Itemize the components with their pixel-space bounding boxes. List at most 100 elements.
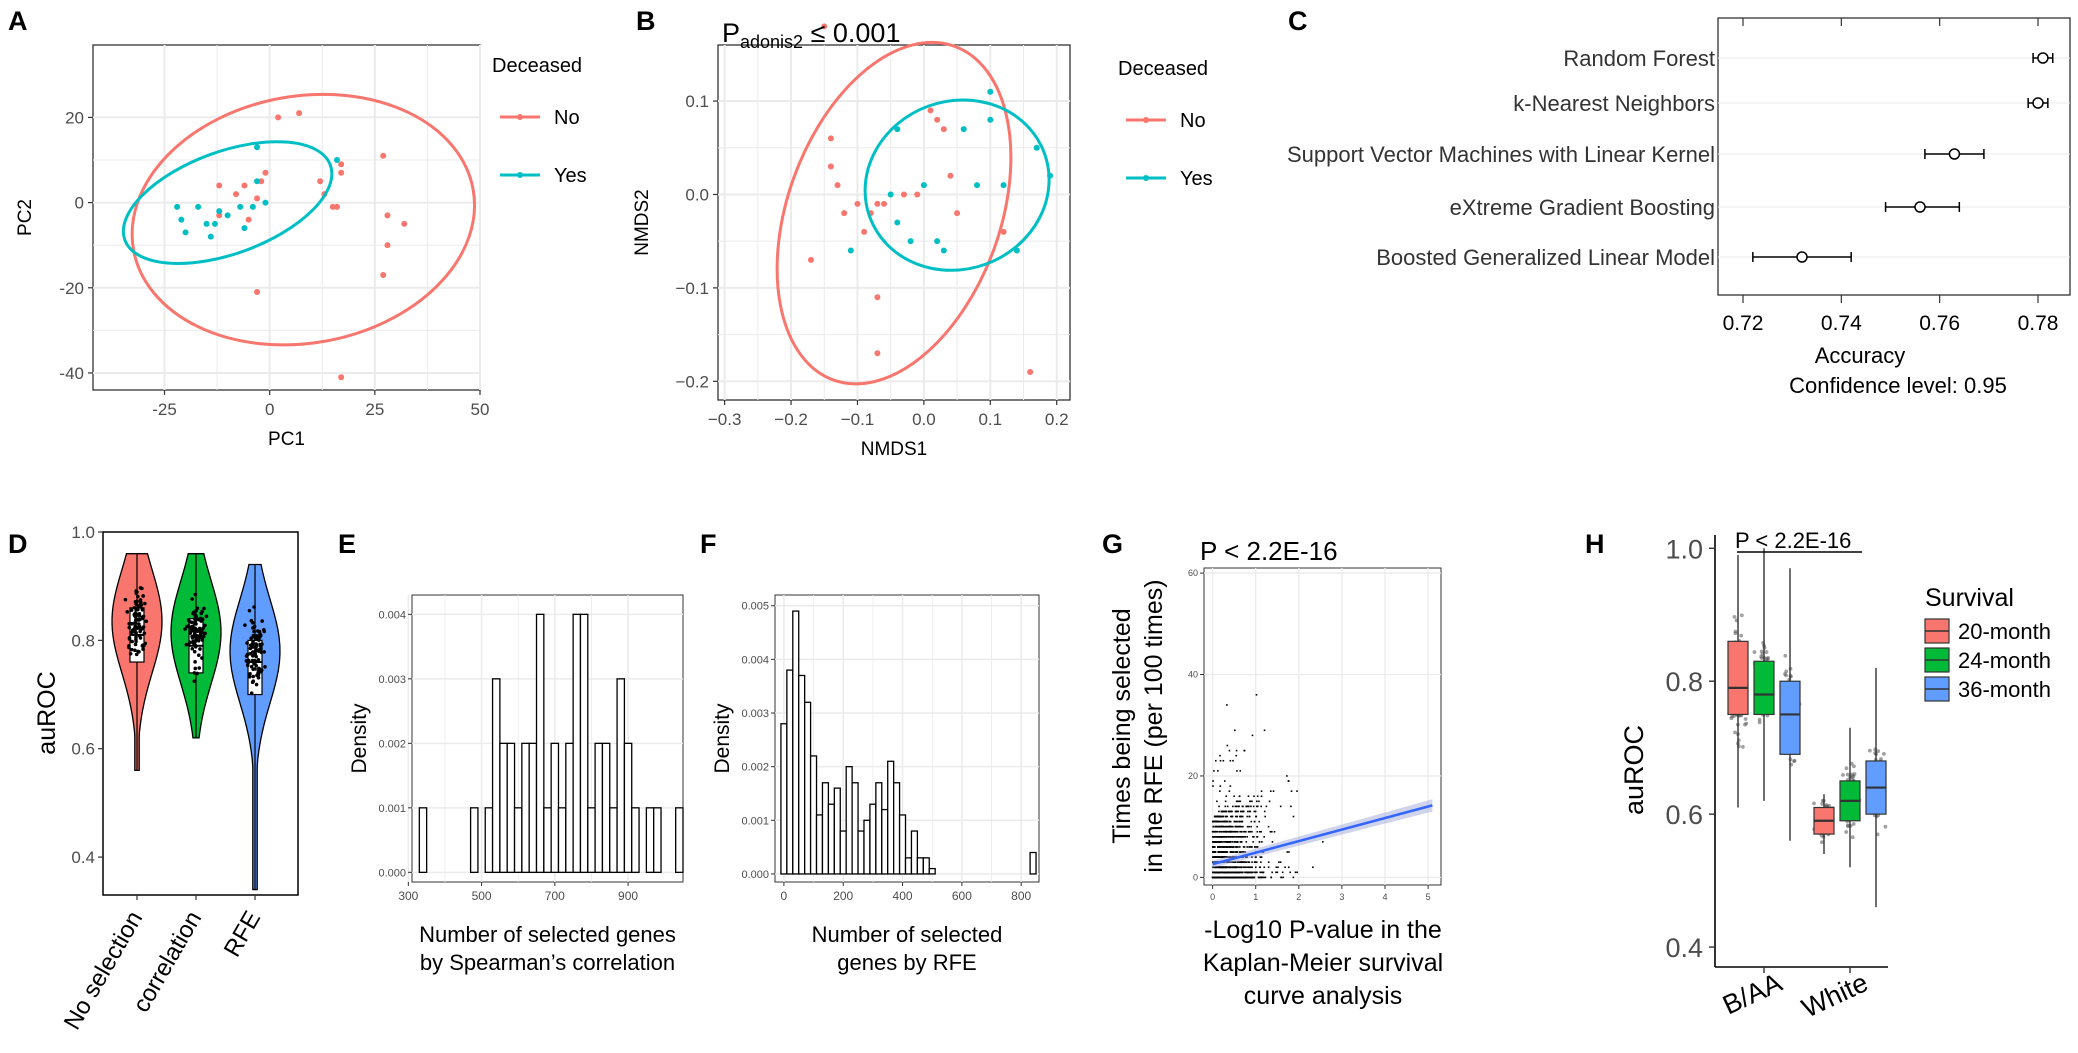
data-point [1241, 861, 1243, 863]
data-point [1224, 825, 1226, 828]
data-point [1230, 841, 1232, 843]
histogram-bar [499, 742, 508, 873]
jitter-point [202, 606, 206, 611]
data-point [1219, 790, 1221, 792]
data-point-no [807, 256, 814, 263]
confidence-ellipse-no [775, 40, 1013, 386]
jitter-point [194, 614, 198, 618]
data-point [1226, 704, 1228, 706]
jitter-point [254, 648, 258, 652]
data-point [1214, 759, 1217, 762]
accuracy-estimate-point [1948, 148, 1961, 160]
jitter-point [251, 640, 255, 644]
jitter-point [245, 663, 250, 668]
data-point-yes [216, 208, 223, 215]
jitter-point [139, 600, 143, 605]
data-point-yes [974, 182, 981, 189]
data-point-no [827, 163, 834, 170]
jitter-point [1819, 840, 1824, 845]
data-point-no [317, 178, 324, 185]
accuracy-estimate-point [2032, 97, 2044, 109]
histogram-bar [594, 742, 604, 873]
jitter-point [254, 663, 259, 668]
data-point [1211, 830, 1214, 833]
jitter-point [243, 623, 247, 627]
data-point [1236, 820, 1238, 823]
adonis-p-value-title: Padonis2 ≤ 0.001 [722, 18, 900, 52]
y-tick-label: 0.0 [685, 185, 709, 204]
data-point [1260, 871, 1263, 874]
y-axis-title: auROC [33, 671, 61, 754]
data-point [1226, 830, 1229, 833]
data-point [1231, 846, 1233, 848]
data-point [1220, 815, 1223, 818]
panel-label-H: H [1585, 529, 1605, 559]
data-point [1286, 851, 1289, 853]
histogram-bar [857, 830, 865, 875]
data-point [1260, 790, 1263, 792]
data-point [1248, 846, 1250, 848]
box-iqr-36-month [1779, 680, 1801, 755]
data-point [1239, 810, 1242, 813]
data-point [1235, 876, 1238, 879]
x-tick-label: -25 [152, 400, 177, 419]
y-tick-label: 1.0 [71, 523, 95, 542]
data-point-no [329, 203, 336, 210]
data-point [1228, 841, 1231, 843]
jitter-point [1883, 824, 1888, 829]
y-tick-label: 0.000 [741, 869, 769, 881]
data-point-yes [237, 203, 244, 210]
jitter-point [135, 618, 139, 622]
jitter-point [1764, 656, 1769, 661]
data-point [1233, 876, 1236, 879]
data-point [1233, 795, 1235, 798]
data-point [1222, 856, 1225, 858]
jitter-point [1820, 801, 1825, 806]
data-point [1215, 825, 1218, 828]
data-point [1239, 825, 1242, 828]
data-point [1232, 830, 1235, 833]
data-point [1243, 830, 1245, 833]
y-tick-label: 0.6 [1665, 800, 1703, 830]
data-point [1250, 820, 1253, 823]
y-tick-label: 20 [65, 108, 84, 127]
plot-area [717, 44, 1071, 401]
data-point-yes [894, 219, 901, 226]
data-point [1279, 861, 1282, 863]
legend-label: 36-month [1958, 677, 2051, 702]
y-axis-title: NMDS2 [632, 189, 653, 256]
data-point [1221, 846, 1224, 848]
data-point [1262, 871, 1264, 874]
data-point [1221, 876, 1224, 879]
data-point [1227, 841, 1229, 843]
data-point [1263, 876, 1266, 879]
jitter-point [256, 657, 261, 662]
data-point [1228, 830, 1230, 833]
histogram-bar [543, 807, 552, 873]
y-axis-title: Density [711, 703, 734, 774]
jitter-point [140, 615, 145, 620]
data-point [1234, 810, 1237, 813]
data-point-no [338, 374, 345, 381]
data-point [1251, 800, 1253, 803]
jitter-point [140, 586, 144, 591]
data-point [1244, 830, 1246, 833]
model-label: eXtreme Gradient Boosting [1450, 195, 1715, 220]
data-point [1212, 851, 1214, 853]
data-point [1229, 830, 1232, 833]
data-point [1258, 800, 1260, 803]
data-point-no [233, 191, 240, 198]
data-point-no [254, 195, 261, 202]
accuracy-estimate-point [2037, 52, 2049, 64]
x-axis-title-line2: genes by RFE [837, 950, 976, 975]
data-point [1238, 825, 1240, 828]
data-point [1222, 851, 1225, 853]
data-point [1212, 820, 1215, 823]
x-tick-label: 50 [471, 400, 490, 419]
data-point [1220, 851, 1223, 853]
data-point-no [940, 126, 947, 133]
data-point-no [947, 172, 954, 179]
data-point [1250, 825, 1252, 828]
jitter-point [262, 629, 267, 634]
